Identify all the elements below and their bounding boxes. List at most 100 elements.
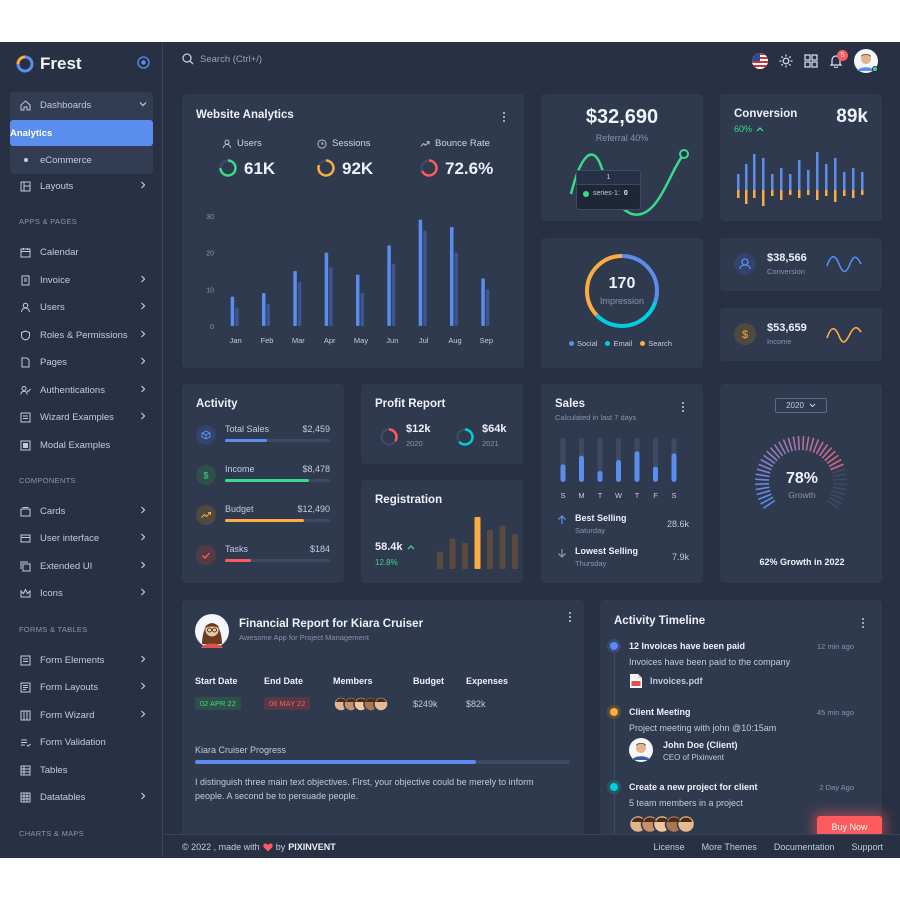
sidebar-item-icons[interactable]: Icons — [10, 580, 153, 606]
sidebar-item-authentications[interactable]: Authentications — [10, 377, 153, 403]
apps-grid-icon[interactable] — [804, 54, 818, 68]
sidebar-toggle-icon[interactable] — [137, 56, 150, 69]
expenses-value: $82k — [466, 699, 486, 709]
sidebar-item-label: Cards — [40, 505, 66, 517]
legend-label: Email — [613, 339, 633, 348]
growth-label: Growth — [788, 490, 816, 500]
svg-text:$: $ — [203, 471, 208, 481]
chevron-right-icon — [141, 710, 146, 718]
sidebar-item-form-validation[interactable]: Form Validation — [10, 729, 153, 755]
brand-logo[interactable]: Frest — [16, 52, 82, 76]
sidebar-item-roles[interactable]: Roles & Permissions — [10, 322, 153, 348]
attached-file[interactable]: Invoices.pdf — [650, 676, 703, 686]
us-flag-icon[interactable] — [752, 53, 768, 69]
impression-value: 170 — [608, 275, 636, 292]
sidebar-item-datatables[interactable]: Datatables — [10, 784, 153, 810]
user-avatar[interactable] — [854, 49, 878, 73]
team-avatar-group[interactable] — [629, 814, 699, 834]
user-icon — [18, 302, 32, 313]
footer-link-license[interactable]: License — [653, 842, 685, 852]
wave-sparkline — [826, 326, 862, 343]
timeline-item-time: 2 Day Ago — [819, 783, 854, 792]
legend-dot-icon — [569, 341, 574, 346]
more-vertical-icon[interactable] — [569, 612, 572, 624]
sales-day-label: S — [560, 491, 565, 500]
bar-series-1 — [450, 227, 454, 326]
sidebar-item-modal-examples[interactable]: Modal Examples — [10, 432, 153, 458]
sidebar-item-pages[interactable]: Pages — [10, 349, 153, 375]
sidebar-item-cards[interactable]: Cards — [10, 498, 153, 524]
buy-now-button[interactable]: Buy Now — [817, 816, 882, 838]
app-window: Frest Dashboards Analytics eCommerce Lay… — [0, 42, 900, 858]
sidebar-item-label: Icons — [40, 587, 63, 599]
search-icon — [182, 53, 194, 65]
activity-value: $8,478 — [302, 464, 330, 474]
members-avatar-group[interactable] — [333, 696, 389, 712]
legend-item: Search — [640, 339, 672, 348]
search-bar[interactable]: Search (Ctrl+/) — [182, 53, 262, 65]
crown-icon — [18, 587, 32, 599]
sales-bar-track — [597, 438, 603, 482]
activity-label: Tasks — [225, 544, 249, 554]
sidebar-item-user-interface[interactable]: User interface — [10, 525, 153, 551]
company-link[interactable]: PIXINVENT — [288, 842, 336, 852]
sidebar-item-tables[interactable]: Tables — [10, 757, 153, 783]
timeline-item-desc: Invoices have been paid to the company — [629, 657, 791, 667]
bar-series-2 — [329, 267, 333, 326]
sidebar-item-extended-ui[interactable]: Extended UI — [10, 553, 153, 579]
bar-series-1 — [418, 219, 423, 326]
notification-badge: 5 — [837, 50, 848, 61]
footer-link-more-themes[interactable]: More Themes — [701, 842, 757, 852]
stat-label: Users — [237, 138, 262, 149]
registration-bar — [474, 517, 481, 569]
sidebar-item-invoice[interactable]: Invoice — [10, 267, 153, 293]
frest-logo-icon — [16, 55, 34, 73]
gauge-tick — [831, 489, 846, 496]
check-icon — [196, 545, 216, 565]
sidebar-item-form-elements[interactable]: Form Elements — [10, 647, 153, 673]
sidebar-item-dashboards[interactable]: Dashboards — [10, 92, 153, 118]
timeline-dot-icon — [610, 783, 618, 791]
progress-fill — [195, 760, 477, 764]
card-title: Profit Report — [375, 398, 446, 410]
sidebar-item-label: Calendar — [40, 246, 79, 258]
search-input[interactable]: Search (Ctrl+/) — [200, 53, 263, 65]
gauge-tick — [769, 447, 781, 459]
sidebar-item-form-wizard[interactable]: Form Wizard — [10, 702, 153, 728]
referral-label: Referral 40% — [595, 133, 649, 143]
avatar-icon — [629, 738, 653, 762]
financial-description: I distinguish three main text objectives… — [195, 777, 534, 801]
notifications-button[interactable]: 5 — [829, 50, 848, 69]
sidebar: Frest Dashboards Analytics eCommerce Lay… — [0, 42, 163, 858]
gauge-tick — [762, 499, 776, 510]
more-vertical-icon[interactable] — [503, 112, 506, 124]
footer-link-documentation[interactable]: Documentation — [773, 842, 835, 852]
footer-link-support[interactable]: Support — [851, 842, 883, 852]
chevron-right-icon — [141, 357, 146, 365]
sidebar-item-wizard-examples[interactable]: Wizard Examples — [10, 404, 153, 430]
card-title: Registration — [375, 494, 443, 506]
sidebar-item-analytics[interactable]: Analytics — [10, 120, 153, 146]
chevron-right-icon — [141, 588, 146, 596]
bar-series-1 — [387, 245, 391, 326]
gauge-tick — [818, 443, 829, 457]
more-vertical-icon[interactable] — [862, 618, 865, 630]
gauge-tick — [826, 454, 839, 465]
sidebar-item-ecommerce[interactable]: eCommerce — [10, 146, 153, 174]
arrow-down-icon — [558, 549, 566, 558]
more-vertical-icon[interactable] — [682, 402, 685, 414]
gauge-tick — [792, 436, 797, 451]
svg-text:$: $ — [742, 329, 748, 341]
sidebar-item-calendar[interactable]: Calendar — [10, 239, 153, 265]
legend-item: Social — [569, 339, 597, 348]
progress-label: Kiara Cruiser Progress — [195, 745, 287, 755]
sidebar-item-layouts[interactable]: Layouts — [10, 173, 153, 199]
sun-icon[interactable] — [779, 54, 793, 68]
user-icon — [222, 139, 232, 148]
sidebar-item-users[interactable]: Users — [10, 294, 153, 320]
sidebar-item-form-layouts[interactable]: Form Layouts — [10, 674, 153, 700]
chevron-right-icon — [141, 506, 146, 514]
year-dropdown[interactable]: 2020 — [775, 398, 827, 413]
bar-series-1 — [356, 274, 360, 326]
